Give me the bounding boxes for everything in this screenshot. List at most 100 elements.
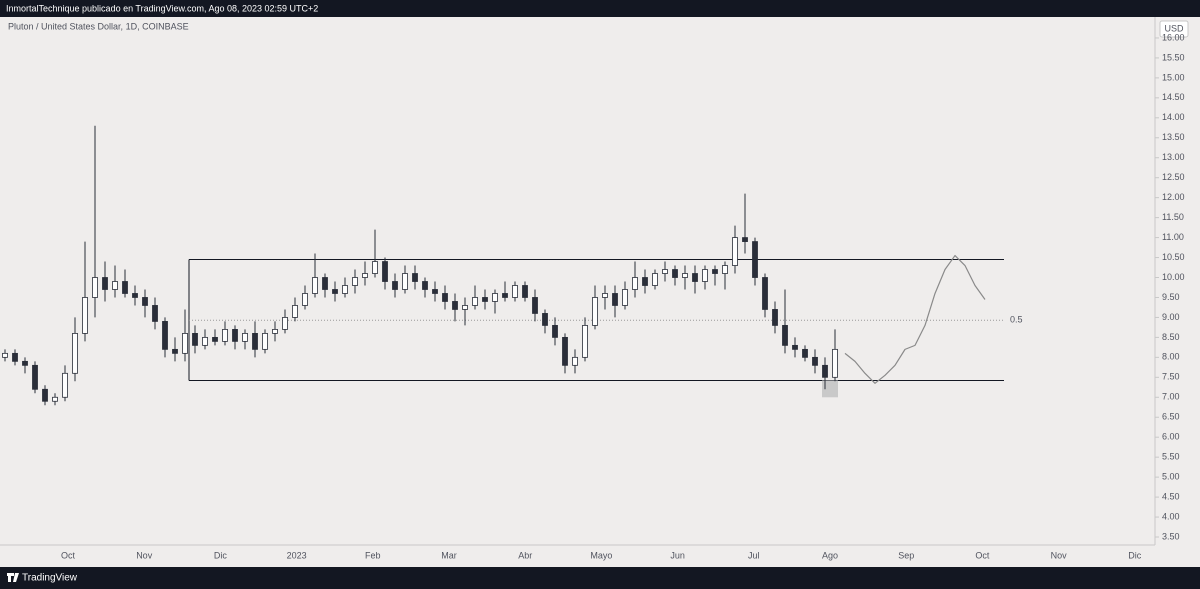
candle-body <box>262 333 268 350</box>
candle-body <box>192 333 198 346</box>
candle-body <box>542 313 548 326</box>
candle-body <box>382 261 388 282</box>
candle-body <box>372 261 378 274</box>
y-tick-label: 7.50 <box>1162 372 1180 382</box>
candle-body <box>102 277 108 290</box>
x-tick-label: Dic <box>214 550 227 560</box>
candle-body <box>782 325 788 346</box>
y-tick-label: 15.00 <box>1162 72 1185 82</box>
x-tick-label: Sep <box>898 550 914 560</box>
candle-body <box>622 289 628 306</box>
candle-body <box>302 293 308 306</box>
candle-body <box>322 277 328 290</box>
candle-body <box>52 396 58 402</box>
candle-body <box>212 336 218 342</box>
candle-body <box>472 297 478 306</box>
candle-body <box>252 333 258 350</box>
y-tick-label: 16.00 <box>1162 32 1185 42</box>
y-tick-label: 3.50 <box>1162 531 1180 541</box>
candle-body <box>432 289 438 294</box>
y-tick-label: 8.50 <box>1162 332 1180 342</box>
candle-body <box>2 352 8 358</box>
candle-body <box>492 293 498 302</box>
projection <box>844 254 986 384</box>
candle-body <box>342 285 348 294</box>
y-tick-label: 6.50 <box>1162 412 1180 422</box>
candle-body <box>692 273 698 282</box>
x-tick-label: Oct <box>61 550 76 560</box>
candle-body <box>42 388 48 402</box>
candle-body <box>182 333 188 354</box>
candle-body <box>392 281 398 290</box>
candle-body <box>152 305 158 322</box>
x-tick-label: Mar <box>441 550 457 560</box>
candle-body <box>722 265 728 274</box>
candle-body <box>142 297 148 306</box>
chart-title: Pluton / United States Dollar, 1D, COINB… <box>8 21 189 31</box>
candle-body <box>802 348 808 358</box>
candle-body <box>642 277 648 286</box>
top-bar <box>0 0 1200 17</box>
candle-body <box>112 281 118 290</box>
y-tick-label: 5.50 <box>1162 452 1180 462</box>
candle-body <box>812 356 818 366</box>
y-tick-label: 11.50 <box>1162 212 1184 222</box>
candle-body <box>272 329 278 334</box>
candle-body <box>222 329 228 342</box>
y-tick-label: 9.50 <box>1162 292 1180 302</box>
x-tick-label: Mayo <box>590 550 612 560</box>
candle-body <box>32 364 38 390</box>
y-tick-label: 6.00 <box>1162 432 1180 442</box>
candle-body <box>522 285 528 298</box>
candle-body <box>422 281 428 290</box>
bottom-bar <box>0 567 1200 589</box>
candle-body <box>442 293 448 302</box>
candle-body <box>552 325 558 338</box>
brand: TradingView <box>22 573 78 584</box>
candle-body <box>412 273 418 282</box>
y-tick-label: 9.00 <box>1162 312 1180 322</box>
x-tick-label: Jul <box>748 550 760 560</box>
y-tick-label: 15.50 <box>1162 52 1185 62</box>
candle-body <box>362 273 368 278</box>
candle-body <box>652 273 658 286</box>
candle-body <box>132 293 138 298</box>
y-tick-label: 4.00 <box>1162 511 1180 521</box>
y-tick-label: 5.00 <box>1162 472 1180 482</box>
x-tick-label: Jun <box>670 550 685 560</box>
x-tick-label: 2023 <box>287 550 307 560</box>
y-tick-label: 10.50 <box>1162 252 1185 262</box>
candle-body <box>832 348 838 378</box>
candle-body <box>22 360 28 366</box>
candle-body <box>332 289 338 294</box>
candle-body <box>162 321 168 350</box>
currency-box <box>1159 20 1189 38</box>
x-tick-label: Dic <box>1128 550 1141 560</box>
candle-body <box>282 317 288 330</box>
candle-body <box>702 269 708 282</box>
x-tick-label: Abr <box>518 550 532 560</box>
x-tick-label: Nov <box>1051 550 1068 560</box>
candle-body <box>352 277 358 286</box>
candle-body <box>512 285 518 298</box>
candle-body <box>482 297 488 302</box>
candle-body <box>232 329 238 342</box>
y-tick-label: 14.50 <box>1162 92 1185 102</box>
candle-body <box>72 333 78 374</box>
candle-body <box>532 297 538 314</box>
currency: USD <box>1164 23 1184 33</box>
candle-body <box>602 293 608 298</box>
candle-body <box>572 356 578 366</box>
candle-body <box>82 297 88 334</box>
candle-body <box>792 344 798 350</box>
y-tick-label: 8.00 <box>1162 352 1180 362</box>
y-tick-label: 11.00 <box>1162 232 1184 242</box>
publisher: InmortalTechnique publicado en TradingVi… <box>6 3 318 13</box>
y-tick-label: 14.00 <box>1162 112 1185 122</box>
candle-body <box>402 273 408 290</box>
x-tick-label: Oct <box>975 550 990 560</box>
highlight <box>822 380 838 398</box>
candle-body <box>242 333 248 342</box>
candle-body <box>772 309 778 326</box>
